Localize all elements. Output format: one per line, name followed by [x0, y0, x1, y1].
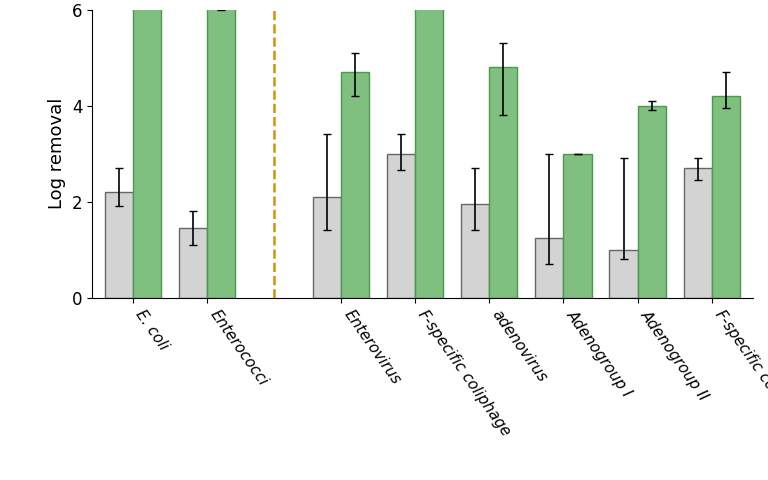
Bar [489, 67, 518, 298]
Bar [313, 197, 341, 298]
Bar [564, 154, 591, 298]
Bar [207, 0, 235, 298]
Bar [610, 250, 637, 298]
Bar [415, 0, 443, 298]
Bar [179, 228, 207, 298]
Bar [387, 154, 415, 298]
Bar [712, 96, 740, 298]
Bar [341, 72, 369, 298]
Bar [535, 238, 564, 298]
Y-axis label: Log removal: Log removal [48, 98, 66, 209]
Bar [104, 192, 133, 298]
Bar [133, 0, 161, 298]
Bar [461, 204, 489, 298]
Bar [637, 106, 666, 298]
Bar [684, 168, 712, 298]
